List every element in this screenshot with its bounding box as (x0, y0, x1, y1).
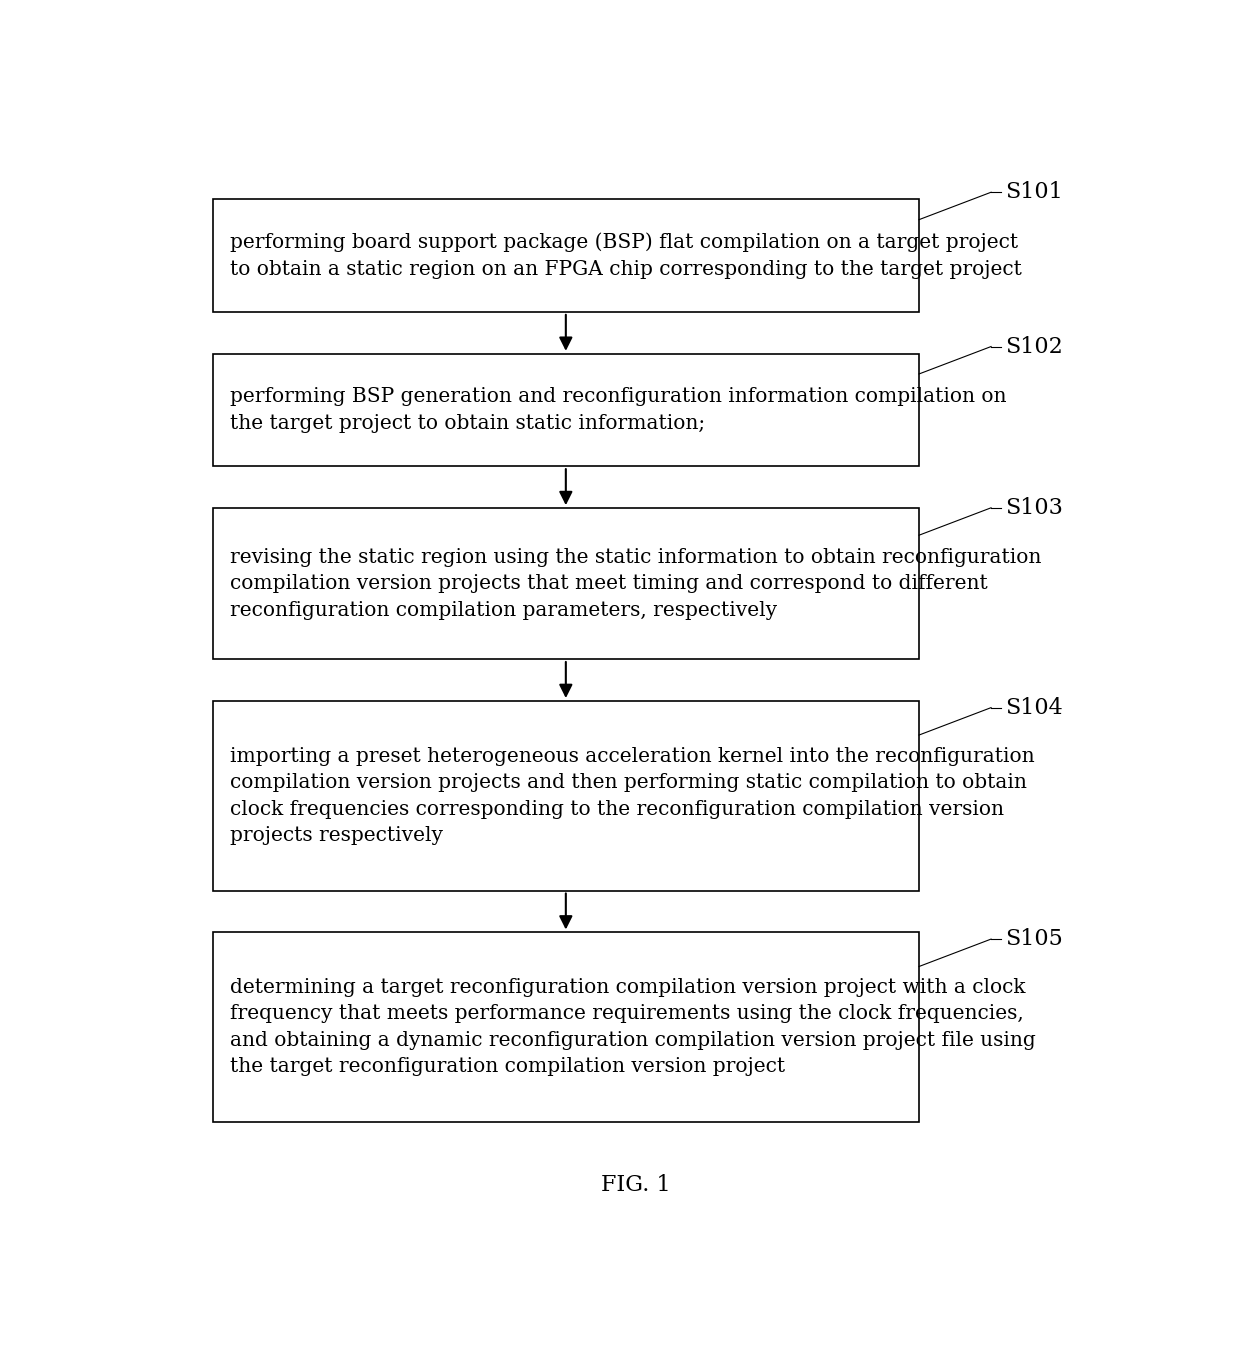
Text: importing a preset heterogeneous acceleration kernel into the reconfiguration
co: importing a preset heterogeneous acceler… (229, 746, 1034, 845)
Text: revising the static region using the static information to obtain reconfiguratio: revising the static region using the sta… (229, 548, 1042, 620)
Bar (213, 932, 919, 1122)
Bar (213, 508, 919, 660)
Text: FIG. 1: FIG. 1 (600, 1174, 671, 1196)
Text: S105: S105 (1006, 928, 1063, 950)
Text: S102: S102 (1006, 335, 1063, 357)
Bar (213, 354, 919, 467)
Bar (213, 199, 919, 312)
Text: S101: S101 (1006, 182, 1063, 204)
Text: determining a target reconfiguration compilation version project with a clock
fr: determining a target reconfiguration com… (229, 978, 1035, 1076)
Text: S104: S104 (1006, 696, 1063, 719)
Text: S103: S103 (1006, 497, 1064, 518)
Text: performing BSP generation and reconfiguration information compilation on
the tar: performing BSP generation and reconfigur… (229, 387, 1007, 433)
Bar (213, 702, 919, 890)
Text: performing board support package (BSP) flat compilation on a target project
to o: performing board support package (BSP) f… (229, 232, 1022, 278)
